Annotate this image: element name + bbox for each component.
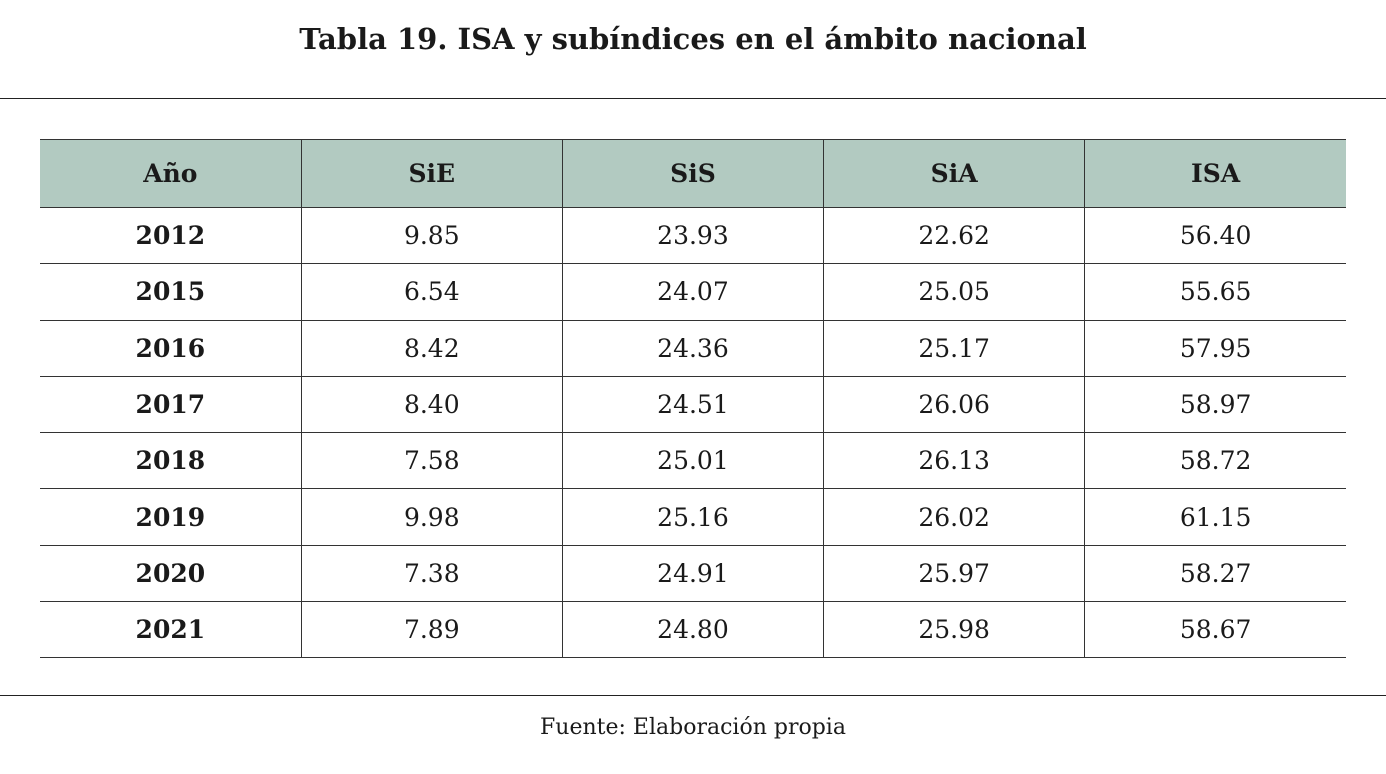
source-note: Fuente: Elaboración propia	[540, 715, 846, 740]
cell-isa: 58.27	[1084, 545, 1346, 603]
cell-year: 2015	[40, 263, 302, 321]
cell-sia: 26.06	[823, 376, 1085, 434]
cell-year: 2012	[40, 207, 302, 265]
cell-isa: 58.97	[1084, 376, 1346, 434]
header-sie: SiE	[300, 139, 563, 208]
table-title: Tabla 19. ISA y subíndices en el ámbito …	[299, 22, 1087, 56]
cell-sia: 25.98	[823, 601, 1085, 659]
cell-isa: 58.67	[1084, 601, 1346, 659]
table-row: 2018 7.58 25.01 26.13 58.72	[40, 432, 1346, 490]
table-row: 2012 9.85 23.93 22.62 56.40	[40, 207, 1346, 265]
table-row: 2021 7.89 24.80 25.98 58.67	[40, 601, 1346, 659]
cell-year: 2021	[40, 601, 302, 659]
header-sis: SiS	[561, 139, 824, 208]
table-row: 2019 9.98 25.16 26.02 61.15	[40, 488, 1346, 546]
cell-sia: 25.97	[823, 545, 1085, 603]
cell-year: 2019	[40, 488, 302, 546]
table-row: 2016 8.42 24.36 25.17 57.95	[40, 320, 1346, 377]
cell-sie: 7.38	[300, 545, 563, 603]
cell-sis: 23.93	[561, 207, 824, 265]
cell-year: 2018	[40, 432, 302, 490]
cell-sia: 26.13	[823, 432, 1085, 490]
cell-sie: 9.85	[300, 207, 563, 265]
cell-sis: 24.80	[561, 601, 824, 659]
cell-sie: 7.58	[300, 432, 563, 490]
bottom-divider	[0, 695, 1386, 696]
cell-sie: 7.89	[300, 601, 563, 659]
cell-sia: 26.02	[823, 488, 1085, 546]
cell-isa: 58.72	[1084, 432, 1346, 490]
table-row: 2015 6.54 24.07 25.05 55.65	[40, 263, 1346, 321]
header-sia: SiA	[823, 139, 1085, 208]
table-row: 2020 7.38 24.91 25.97 58.27	[40, 545, 1346, 603]
data-table: Año SiE SiS SiA ISA 2012 9.85 23.93 22.6…	[40, 139, 1346, 659]
cell-sis: 25.16	[561, 488, 824, 546]
cell-sis: 24.07	[561, 263, 824, 321]
cell-sia: 22.62	[823, 207, 1085, 265]
cell-isa: 56.40	[1084, 207, 1346, 265]
cell-sia: 25.05	[823, 263, 1085, 321]
cell-sis: 24.91	[561, 545, 824, 603]
cell-sie: 6.54	[300, 263, 563, 321]
cell-sie: 8.40	[300, 376, 563, 434]
header-year: Año	[40, 139, 302, 208]
table-header-row: Año SiE SiS SiA ISA	[40, 139, 1346, 208]
cell-year: 2017	[40, 376, 302, 434]
cell-sia: 25.17	[823, 320, 1085, 377]
cell-isa: 57.95	[1084, 320, 1346, 377]
top-divider	[0, 98, 1386, 99]
table-row: 2017 8.40 24.51 26.06 58.97	[40, 376, 1346, 434]
cell-isa: 61.15	[1084, 488, 1346, 546]
cell-sis: 25.01	[561, 432, 824, 490]
cell-year: 2016	[40, 320, 302, 377]
header-isa: ISA	[1084, 139, 1346, 208]
cell-sie: 9.98	[300, 488, 563, 546]
cell-isa: 55.65	[1084, 263, 1346, 321]
cell-sie: 8.42	[300, 320, 563, 377]
cell-sis: 24.36	[561, 320, 824, 377]
cell-sis: 24.51	[561, 376, 824, 434]
cell-year: 2020	[40, 545, 302, 603]
